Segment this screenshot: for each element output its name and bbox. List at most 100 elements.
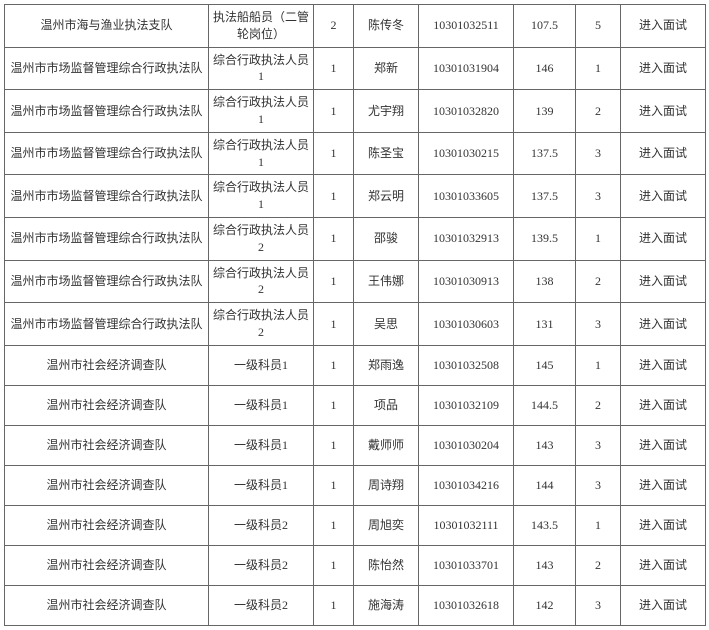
table-cell: 10301032820 bbox=[419, 90, 514, 133]
table-cell: 138 bbox=[514, 260, 576, 303]
table-cell: 10301032109 bbox=[419, 385, 514, 425]
table-cell: 144 bbox=[514, 465, 576, 505]
table-cell: 综合行政执法人员2 bbox=[209, 217, 314, 260]
table-cell: 107.5 bbox=[514, 5, 576, 48]
table-cell: 尤宇翔 bbox=[354, 90, 419, 133]
table-cell: 综合行政执法人员1 bbox=[209, 47, 314, 90]
table-cell: 温州市社会经济调查队 bbox=[5, 425, 209, 465]
table-cell: 施海涛 bbox=[354, 585, 419, 625]
table-row: 温州市市场监督管理综合行政执法队综合行政执法人员21邵骏103010329131… bbox=[5, 217, 706, 260]
table-cell: 1 bbox=[314, 505, 354, 545]
table-cell: 进入面试 bbox=[621, 260, 706, 303]
table-cell: 一级科员1 bbox=[209, 465, 314, 505]
table-cell: 进入面试 bbox=[621, 425, 706, 465]
table-cell: 陈传冬 bbox=[354, 5, 419, 48]
table-cell: 1 bbox=[314, 260, 354, 303]
table-cell: 10301030603 bbox=[419, 303, 514, 346]
table-cell: 综合行政执法人员1 bbox=[209, 132, 314, 175]
table-cell: 146 bbox=[514, 47, 576, 90]
table-cell: 1 bbox=[314, 585, 354, 625]
table-cell: 1 bbox=[576, 505, 621, 545]
table-cell: 143.5 bbox=[514, 505, 576, 545]
table-cell: 温州市市场监督管理综合行政执法队 bbox=[5, 90, 209, 133]
table-cell: 进入面试 bbox=[621, 465, 706, 505]
table-cell: 综合行政执法人员1 bbox=[209, 175, 314, 218]
table-cell: 10301033605 bbox=[419, 175, 514, 218]
table-cell: 温州市社会经济调查队 bbox=[5, 345, 209, 385]
table-cell: 1 bbox=[314, 217, 354, 260]
table-cell: 1 bbox=[314, 303, 354, 346]
table-cell: 10301032913 bbox=[419, 217, 514, 260]
table-row: 温州市市场监督管理综合行政执法队综合行政执法人员1 1 郑新103010319041… bbox=[5, 47, 706, 90]
table-cell: 3 bbox=[576, 303, 621, 346]
table-cell: 10301030913 bbox=[419, 260, 514, 303]
table-cell: 温州市社会经济调查队 bbox=[5, 385, 209, 425]
table-cell: 5 bbox=[576, 5, 621, 48]
table-cell: 2 bbox=[314, 5, 354, 48]
table-cell: 3 bbox=[576, 585, 621, 625]
table-cell: 137.5 bbox=[514, 175, 576, 218]
table-cell: 郑云明 bbox=[354, 175, 419, 218]
table-cell: 10301031904 bbox=[419, 47, 514, 90]
table-cell: 3 bbox=[576, 425, 621, 465]
table-cell: 进入面试 bbox=[621, 385, 706, 425]
table-cell: 周旭奕 bbox=[354, 505, 419, 545]
table-cell: 2 bbox=[576, 90, 621, 133]
table-cell: 王伟娜 bbox=[354, 260, 419, 303]
table-cell: 温州市社会经济调查队 bbox=[5, 465, 209, 505]
table-cell: 一级科员1 bbox=[209, 385, 314, 425]
table-row: 温州市市场监督管理综合行政执法队综合行政执法人员11尤宇翔10301032820… bbox=[5, 90, 706, 133]
table-cell: 1 bbox=[314, 175, 354, 218]
table-cell: 项品 bbox=[354, 385, 419, 425]
table-cell: 陈怡然 bbox=[354, 545, 419, 585]
table-cell: 一级科员1 bbox=[209, 345, 314, 385]
table-row: 温州市社会经济调查队一级科员21施海涛103010326181423进入面试 bbox=[5, 585, 706, 625]
table-cell: 温州市社会经济调查队 bbox=[5, 585, 209, 625]
table-row: 温州市市场监督管理综合行政执法队综合行政执法人员11郑云明10301033605… bbox=[5, 175, 706, 218]
table-cell: 温州市市场监督管理综合行政执法队 bbox=[5, 303, 209, 346]
table-cell: 周诗翔 bbox=[354, 465, 419, 505]
table-cell: 10301032511 bbox=[419, 5, 514, 48]
table-cell: 执法船船员（二管轮岗位） bbox=[209, 5, 314, 48]
results-table: 温州市海与渔业执法支队执法船船员（二管轮岗位）2陈传冬1030103251110… bbox=[4, 4, 706, 626]
table-cell: 1 bbox=[314, 465, 354, 505]
table-cell: 1 bbox=[314, 90, 354, 133]
table-cell: 3 bbox=[576, 175, 621, 218]
table-cell: 温州市市场监督管理综合行政执法队 bbox=[5, 47, 209, 90]
table-cell: 一级科员1 bbox=[209, 425, 314, 465]
table-cell: 10301034216 bbox=[419, 465, 514, 505]
table-row: 温州市社会经济调查队一级科员21陈怡然103010337011432进入面试 bbox=[5, 545, 706, 585]
table-cell: 温州市市场监督管理综合行政执法队 bbox=[5, 260, 209, 303]
table-cell: 142 bbox=[514, 585, 576, 625]
table-cell: 10301032111 bbox=[419, 505, 514, 545]
table-row: 温州市社会经济调查队一级科员11戴师师103010302041433进入面试 bbox=[5, 425, 706, 465]
table-cell: 3 bbox=[576, 465, 621, 505]
table-cell: 1 bbox=[314, 425, 354, 465]
table-cell: 郑雨逸 bbox=[354, 345, 419, 385]
table-cell: 2 bbox=[576, 545, 621, 585]
table-row: 温州市市场监督管理综合行政执法队综合行政执法人员21吴思103010306031… bbox=[5, 303, 706, 346]
table-cell: 进入面试 bbox=[621, 5, 706, 48]
table-cell: 进入面试 bbox=[621, 345, 706, 385]
table-cell: 进入面试 bbox=[621, 585, 706, 625]
table-cell: 1 bbox=[576, 345, 621, 385]
table-cell: 进入面试 bbox=[621, 217, 706, 260]
table-cell: 139.5 bbox=[514, 217, 576, 260]
table-cell: 综合行政执法人员2 bbox=[209, 260, 314, 303]
table-cell: 温州市海与渔业执法支队 bbox=[5, 5, 209, 48]
table-row: 温州市社会经济调查队一级科员11项品10301032109144.52进入面试 bbox=[5, 385, 706, 425]
table-cell: 131 bbox=[514, 303, 576, 346]
table-cell: 温州市市场监督管理综合行政执法队 bbox=[5, 175, 209, 218]
table-row: 温州市社会经济调查队一级科员11郑雨逸103010325081451进入面试 bbox=[5, 345, 706, 385]
table-cell: 进入面试 bbox=[621, 47, 706, 90]
table-body: 温州市海与渔业执法支队执法船船员（二管轮岗位）2陈传冬1030103251110… bbox=[5, 5, 706, 626]
table-cell: 一级科员2 bbox=[209, 585, 314, 625]
table-cell: 3 bbox=[576, 132, 621, 175]
table-cell: 1 bbox=[576, 47, 621, 90]
table-cell: 1 bbox=[314, 385, 354, 425]
table-cell: 1 bbox=[314, 545, 354, 585]
table-cell: 10301032618 bbox=[419, 585, 514, 625]
table-cell: 145 bbox=[514, 345, 576, 385]
table-cell: 143 bbox=[514, 425, 576, 465]
table-cell: 郑新 bbox=[354, 47, 419, 90]
